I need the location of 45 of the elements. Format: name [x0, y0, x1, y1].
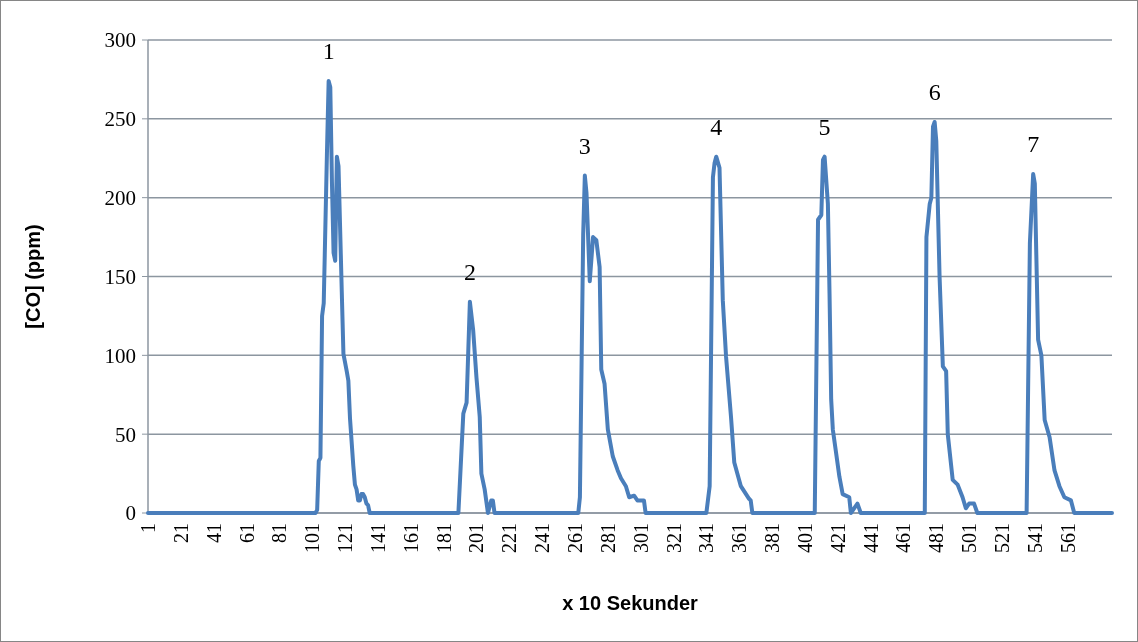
x-tick-label: 381 [761, 523, 784, 553]
x-tick-label: 541 [1023, 523, 1046, 553]
x-tick-label: 341 [695, 523, 718, 553]
x-tick-label: 501 [958, 523, 981, 553]
x-tick-label: 61 [235, 523, 258, 543]
x-tick-label: 481 [925, 523, 948, 553]
annotation: 6 [928, 79, 941, 106]
annotation: 7 [1027, 131, 1040, 158]
x-tick-label: 561 [1056, 523, 1079, 553]
y-tick-label: 100 [104, 343, 136, 368]
x-tick-label: 441 [859, 523, 882, 553]
x-tick-label: 321 [662, 523, 685, 553]
y-tick-label: 200 [104, 186, 136, 211]
x-tick-label: 261 [563, 523, 586, 553]
annotation: 4 [710, 114, 723, 141]
x-tick-label: 181 [432, 523, 455, 553]
annotation: 5 [818, 114, 831, 141]
y-tick-label: 150 [104, 264, 136, 289]
x-tick-label: 461 [892, 523, 915, 553]
x-tick-label: 1 [137, 523, 159, 533]
x-tick-label: 421 [826, 523, 849, 553]
x-tick-label: 241 [531, 523, 554, 553]
x-tick-label: 121 [334, 523, 357, 553]
x-tick-label: 301 [629, 523, 652, 553]
x-tick-label: 141 [366, 523, 389, 553]
y-tick-label: 0 [125, 501, 136, 526]
y-tick-label: 300 [104, 28, 136, 53]
x-tick-label: 161 [399, 523, 422, 553]
x-tick-label: 361 [728, 523, 751, 553]
x-tick-label: 281 [596, 523, 619, 553]
x-tick-label: 521 [990, 523, 1013, 553]
x-tick-label: 101 [301, 523, 324, 553]
x-tick-label: 221 [498, 523, 521, 553]
annotation: 1 [322, 38, 335, 65]
x-tick-label: 21 [169, 523, 192, 543]
y-tick-label: 50 [115, 422, 136, 447]
annotation: 3 [578, 132, 591, 159]
x-tick-label: 401 [793, 523, 816, 553]
annotation: 2 [463, 259, 476, 286]
x-tick-label: 81 [268, 523, 291, 543]
x-tick-label: 201 [465, 523, 488, 553]
x-tick-label: 41 [202, 523, 225, 543]
y-axis-title: [CO] (ppm) [22, 224, 44, 329]
x-axis-title: x 10 Sekunder [562, 592, 699, 614]
y-tick-label: 250 [104, 107, 136, 132]
